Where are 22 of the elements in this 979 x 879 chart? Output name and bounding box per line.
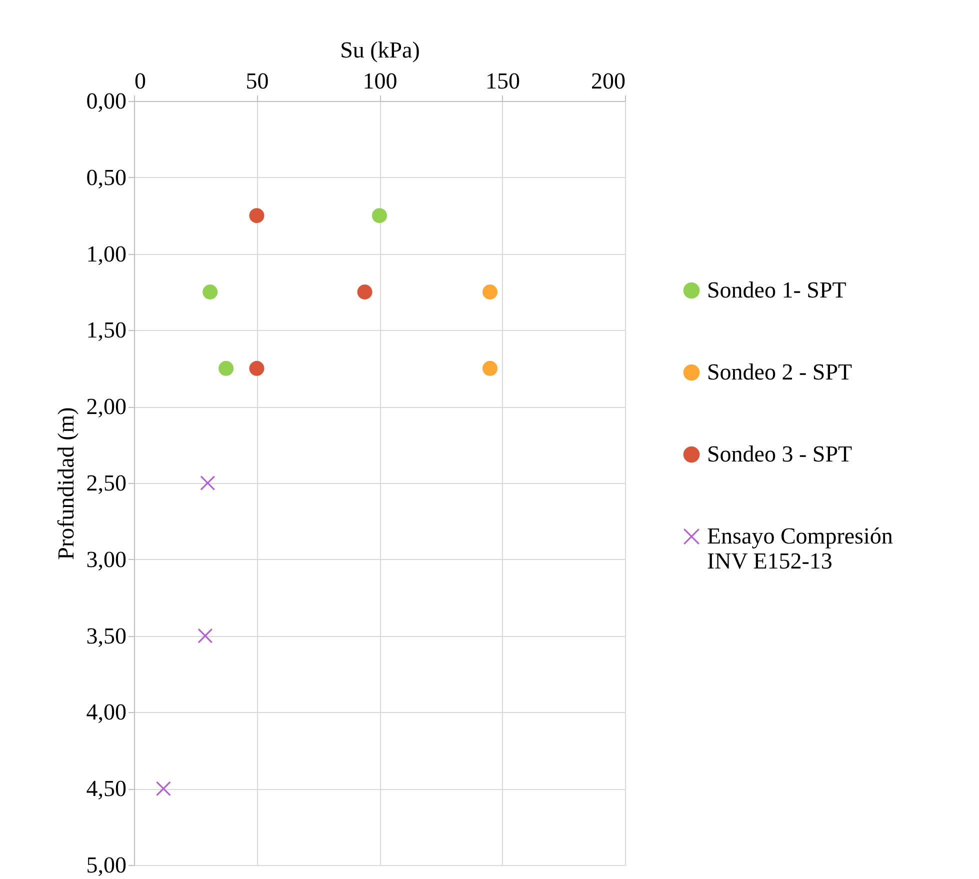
y-tick-label: 1,50 (86, 318, 126, 343)
legend-label: Ensayo Compresión INV E152-13 (707, 524, 894, 574)
legend-label: Sondeo 1- SPT (707, 278, 846, 302)
x-tick-label: 100 (362, 68, 398, 94)
y-tick-label: 4,50 (86, 776, 126, 802)
y-tick-label: 3,50 (86, 623, 126, 648)
y-tick-label: 0,50 (86, 164, 126, 190)
y-tick-label: 2,00 (86, 394, 126, 420)
y-tick-label: 5,00 (86, 852, 126, 878)
x-tick-label: 200 (591, 68, 626, 94)
y-tick-label: 3,00 (86, 546, 126, 572)
y-tick-label: 4,00 (86, 700, 126, 725)
x-tick-label: 0 (134, 68, 146, 94)
y-tick-label: 0,00 (86, 88, 126, 114)
legend-label: Sondeo 3 - SPT (707, 442, 852, 466)
y-tick-label: 2,50 (86, 470, 126, 496)
y-tick-label: 1,00 (86, 241, 126, 266)
legend-label: Sondeo 2 - SPT (707, 360, 852, 384)
x-tick-label: 150 (486, 68, 520, 94)
y-axis-title: Profundidad (m) (53, 407, 78, 560)
x-axis-title: Su (kPa) (340, 38, 420, 62)
x-tick-label: 50 (246, 68, 269, 94)
